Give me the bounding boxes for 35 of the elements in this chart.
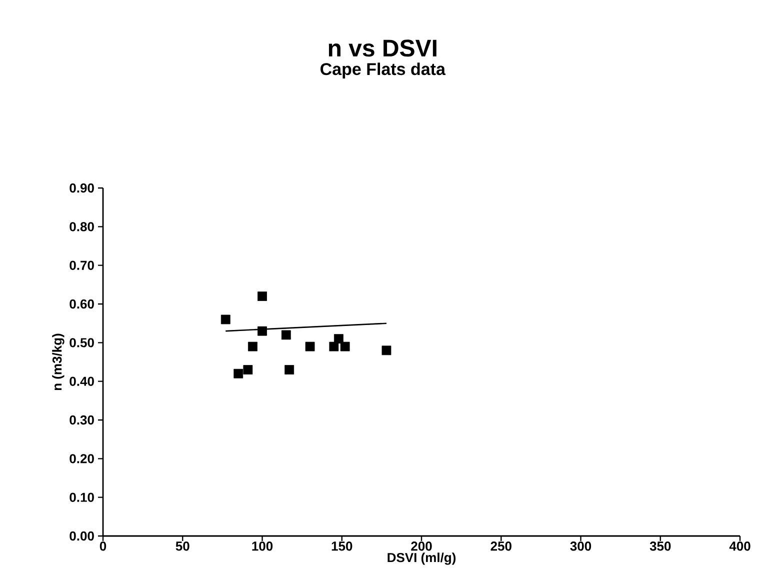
y-tick-label: 0.10	[70, 492, 94, 502]
x-tick-label: 300	[570, 542, 592, 551]
x-axis-title: DSVI (ml/g)	[388, 552, 456, 565]
x-tick-label: 250	[490, 542, 512, 551]
y-tick-label: 0.40	[70, 376, 94, 386]
point	[258, 326, 267, 336]
y-tick-label: 0.70	[70, 260, 94, 270]
x-tick-label: 50	[176, 542, 190, 551]
chart-subtitle: Cape Flats data	[320, 62, 446, 78]
y-axis-title: n (m3/kg)	[52, 334, 64, 390]
point	[340, 342, 350, 352]
point	[281, 330, 291, 340]
point	[305, 342, 315, 352]
x-tick-label: 0	[100, 542, 106, 551]
y-tick-label: 0.90	[70, 183, 94, 193]
y-tick-label: 0.20	[70, 454, 94, 464]
y-tick-label: 0.30	[70, 415, 94, 425]
point	[284, 365, 294, 374]
chart-title: n vs DSVI	[328, 40, 436, 57]
point	[329, 342, 339, 352]
x-tick-label: 100	[252, 542, 273, 551]
point	[382, 346, 392, 356]
y-tick-label: 0.60	[70, 299, 94, 309]
point	[220, 314, 230, 324]
x-tick-label: 200	[411, 542, 432, 551]
y-tick-label: 0.00	[70, 531, 94, 541]
point	[248, 342, 258, 352]
y-tick-label: 0.50	[70, 338, 94, 348]
y-tick-label: 0.80	[70, 222, 94, 232]
point	[258, 292, 267, 301]
x-tick-label: 400	[729, 542, 750, 551]
x-tick-label: 150	[332, 542, 352, 551]
x-tick-label: 350	[650, 542, 671, 551]
point	[234, 368, 244, 378]
point	[243, 365, 253, 374]
